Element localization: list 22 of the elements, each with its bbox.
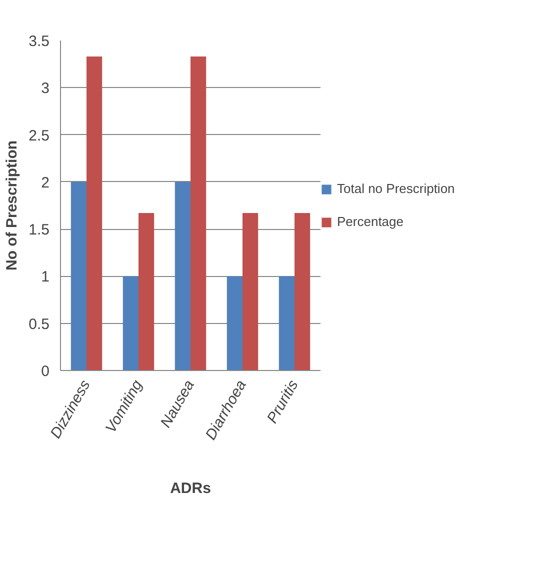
bar bbox=[86, 56, 102, 370]
y-tick-label: 0 bbox=[41, 363, 50, 380]
bar bbox=[174, 182, 190, 370]
bar bbox=[294, 213, 310, 370]
y-tick-label: 2 bbox=[41, 174, 50, 192]
y-tick-label: 0.5 bbox=[28, 316, 50, 333]
y-tick-label: 1.5 bbox=[28, 222, 50, 239]
y-tick-label: 2.5 bbox=[28, 127, 50, 144]
bar bbox=[226, 276, 242, 370]
x-axis-title: ADRs bbox=[170, 480, 211, 498]
legend-label: Total no Prescription bbox=[337, 181, 455, 196]
y-tick-label: 3.5 bbox=[28, 33, 50, 50]
bar bbox=[278, 276, 294, 370]
bar bbox=[122, 276, 138, 370]
y-axis-title: No of Prescription bbox=[4, 140, 21, 271]
bar bbox=[190, 56, 206, 370]
bar bbox=[138, 213, 154, 370]
y-tick-label: 1 bbox=[41, 268, 50, 286]
bar bbox=[70, 182, 86, 370]
legend-label: Percentage bbox=[337, 214, 404, 229]
bar bbox=[242, 213, 258, 370]
y-tick-label: 3 bbox=[41, 80, 50, 98]
